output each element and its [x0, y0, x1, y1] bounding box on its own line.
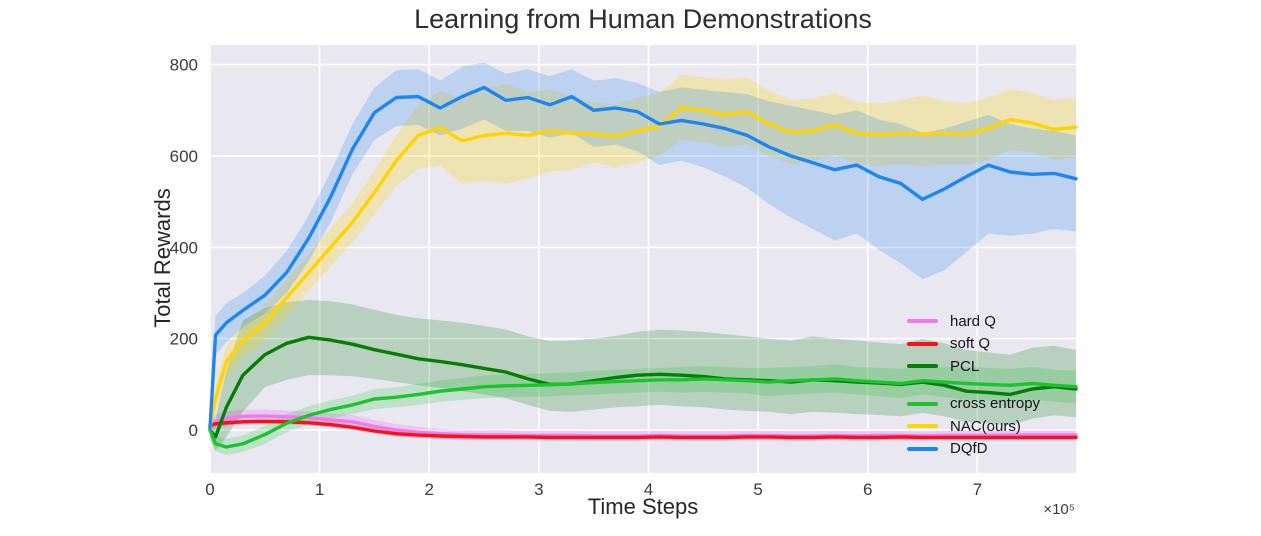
legend-swatch-pcl	[907, 364, 938, 369]
legend-swatch-cross-entropy	[907, 401, 938, 406]
band-cross-entropy	[210, 364, 1076, 456]
band-nac-ours-	[210, 74, 1076, 434]
legend-label-hard-q: hard Q	[950, 312, 996, 330]
legend-item-cross-entropy: cross entropy	[907, 393, 1040, 416]
x-tick-label: 1	[315, 480, 324, 499]
x-axis-offset-label: ×10⁵	[1043, 501, 1075, 518]
y-tick-label: 600	[170, 147, 198, 166]
x-tick-label: 4	[644, 480, 653, 499]
legend-item-soft-q: soft Q	[907, 333, 1040, 356]
series-line-nac-ours-	[208, 106, 1078, 430]
x-tick-label: 3	[534, 480, 543, 499]
x-tick-label: 5	[753, 480, 762, 499]
legend: hard Q soft Q PCL cross entropy NAC(ours…	[907, 310, 1040, 460]
legend-item-nac: NAC(ours)	[907, 415, 1040, 438]
legend-label-dqfd: DQfD	[950, 440, 988, 458]
band-dqfd	[210, 62, 1076, 435]
x-tick-label: 7	[973, 480, 982, 499]
y-axis-label: Total Rewards	[150, 188, 175, 328]
legend-label-pcl: PCL	[950, 357, 980, 375]
legend-swatch-nac	[907, 424, 938, 429]
x-tick-label: 0	[205, 480, 214, 499]
y-tick-label: 0	[189, 421, 198, 440]
x-tick-label: 2	[424, 480, 433, 499]
legend-label-soft-q: soft Q	[950, 335, 991, 353]
x-axis-label: Time Steps	[587, 494, 699, 519]
x-tick-label: 6	[863, 480, 872, 499]
chart-title: Learning from Human Demonstrations	[414, 4, 872, 34]
legend-swatch-hard-q	[907, 319, 938, 324]
series-line-cross-entropy	[208, 377, 1078, 449]
series-line-soft-q	[208, 419, 1078, 440]
legend-label-cross-entropy: cross entropy	[950, 395, 1041, 413]
legend-swatch-soft-q	[907, 341, 938, 346]
legend-item-dqfd: DQfD	[907, 438, 1040, 461]
legend-swatch-dqfd	[907, 446, 938, 451]
y-tick-label: 400	[170, 238, 198, 257]
y-tick-label: 200	[170, 330, 198, 349]
legend-label-nac: NAC(ours)	[950, 417, 1021, 435]
y-tick-label: 800	[170, 56, 198, 75]
series-line-dqfd	[208, 85, 1078, 430]
legend-item-hard-q: hard Q	[907, 310, 1040, 333]
legend-item-pcl: PCL	[907, 355, 1040, 378]
